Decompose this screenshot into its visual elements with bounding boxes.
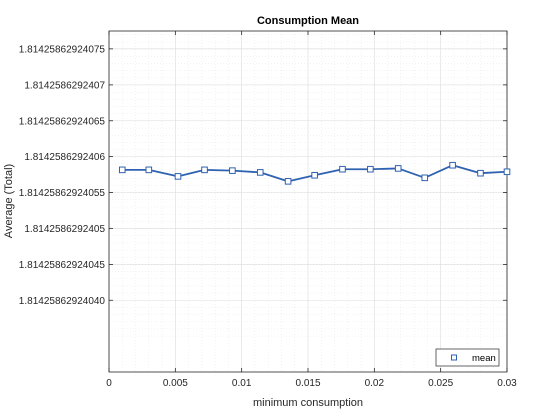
x-tick-label: 0.02 bbox=[365, 378, 385, 389]
legend-marker-icon bbox=[451, 354, 457, 361]
data-point-marker[interactable] bbox=[367, 165, 374, 173]
data-point-marker[interactable] bbox=[256, 169, 264, 176]
data-point-marker[interactable] bbox=[503, 168, 511, 176]
data-point-marker[interactable] bbox=[118, 166, 126, 174]
y-tick-label: 1.8142586292407 bbox=[24, 80, 105, 91]
data-point-marker[interactable] bbox=[394, 165, 402, 172]
x-tick-label: 0.03 bbox=[497, 378, 517, 389]
data-point-marker[interactable] bbox=[284, 178, 292, 185]
data-point-marker[interactable] bbox=[311, 171, 318, 179]
data-point-marker[interactable] bbox=[201, 166, 208, 174]
legend-box bbox=[435, 348, 500, 367]
data-point-marker[interactable] bbox=[229, 167, 236, 174]
y-tick-label: 1.81425862924045 bbox=[19, 260, 106, 271]
chart-title: Consumption Mean bbox=[257, 15, 359, 27]
x-tick-label: 0.01 bbox=[232, 378, 252, 389]
legend-label-mean: mean bbox=[472, 353, 496, 364]
data-point-marker[interactable] bbox=[421, 174, 429, 182]
x-tick-label: 0.015 bbox=[295, 378, 320, 389]
data-point-marker[interactable] bbox=[449, 161, 456, 169]
y-tick-label: 1.81425862924075 bbox=[19, 44, 106, 55]
data-point-marker[interactable] bbox=[339, 165, 346, 173]
y-tick-label: 1.8142586292406 bbox=[24, 152, 105, 163]
data-point-marker[interactable] bbox=[477, 169, 484, 177]
data-point-marker[interactable] bbox=[174, 173, 182, 180]
y-tick-label: 1.81425862924065 bbox=[19, 116, 106, 127]
x-axis: 0 0.005 0.01 0.015 0.02 0.025 0.03 bbox=[106, 31, 517, 389]
series-mean bbox=[118, 161, 511, 185]
x-tick-label: 0.005 bbox=[163, 378, 188, 389]
y-axis-label: Average (Total) bbox=[3, 164, 15, 238]
data-point-marker[interactable] bbox=[145, 166, 153, 174]
y-tick-label: 1.81425862924055 bbox=[19, 188, 106, 199]
y-tick-label: 1.8142586292405 bbox=[24, 224, 105, 235]
x-tick-label: 0.025 bbox=[428, 378, 453, 389]
y-tick-label: 1.81425862924040 bbox=[19, 296, 106, 307]
x-tick-label: 0 bbox=[106, 378, 112, 389]
legend[interactable]: mean bbox=[435, 348, 500, 367]
y-axis: 1.81425862924040 1.81425862924045 1.814258… bbox=[19, 44, 507, 307]
x-axis-label: minimum consumption bbox=[253, 397, 363, 409]
